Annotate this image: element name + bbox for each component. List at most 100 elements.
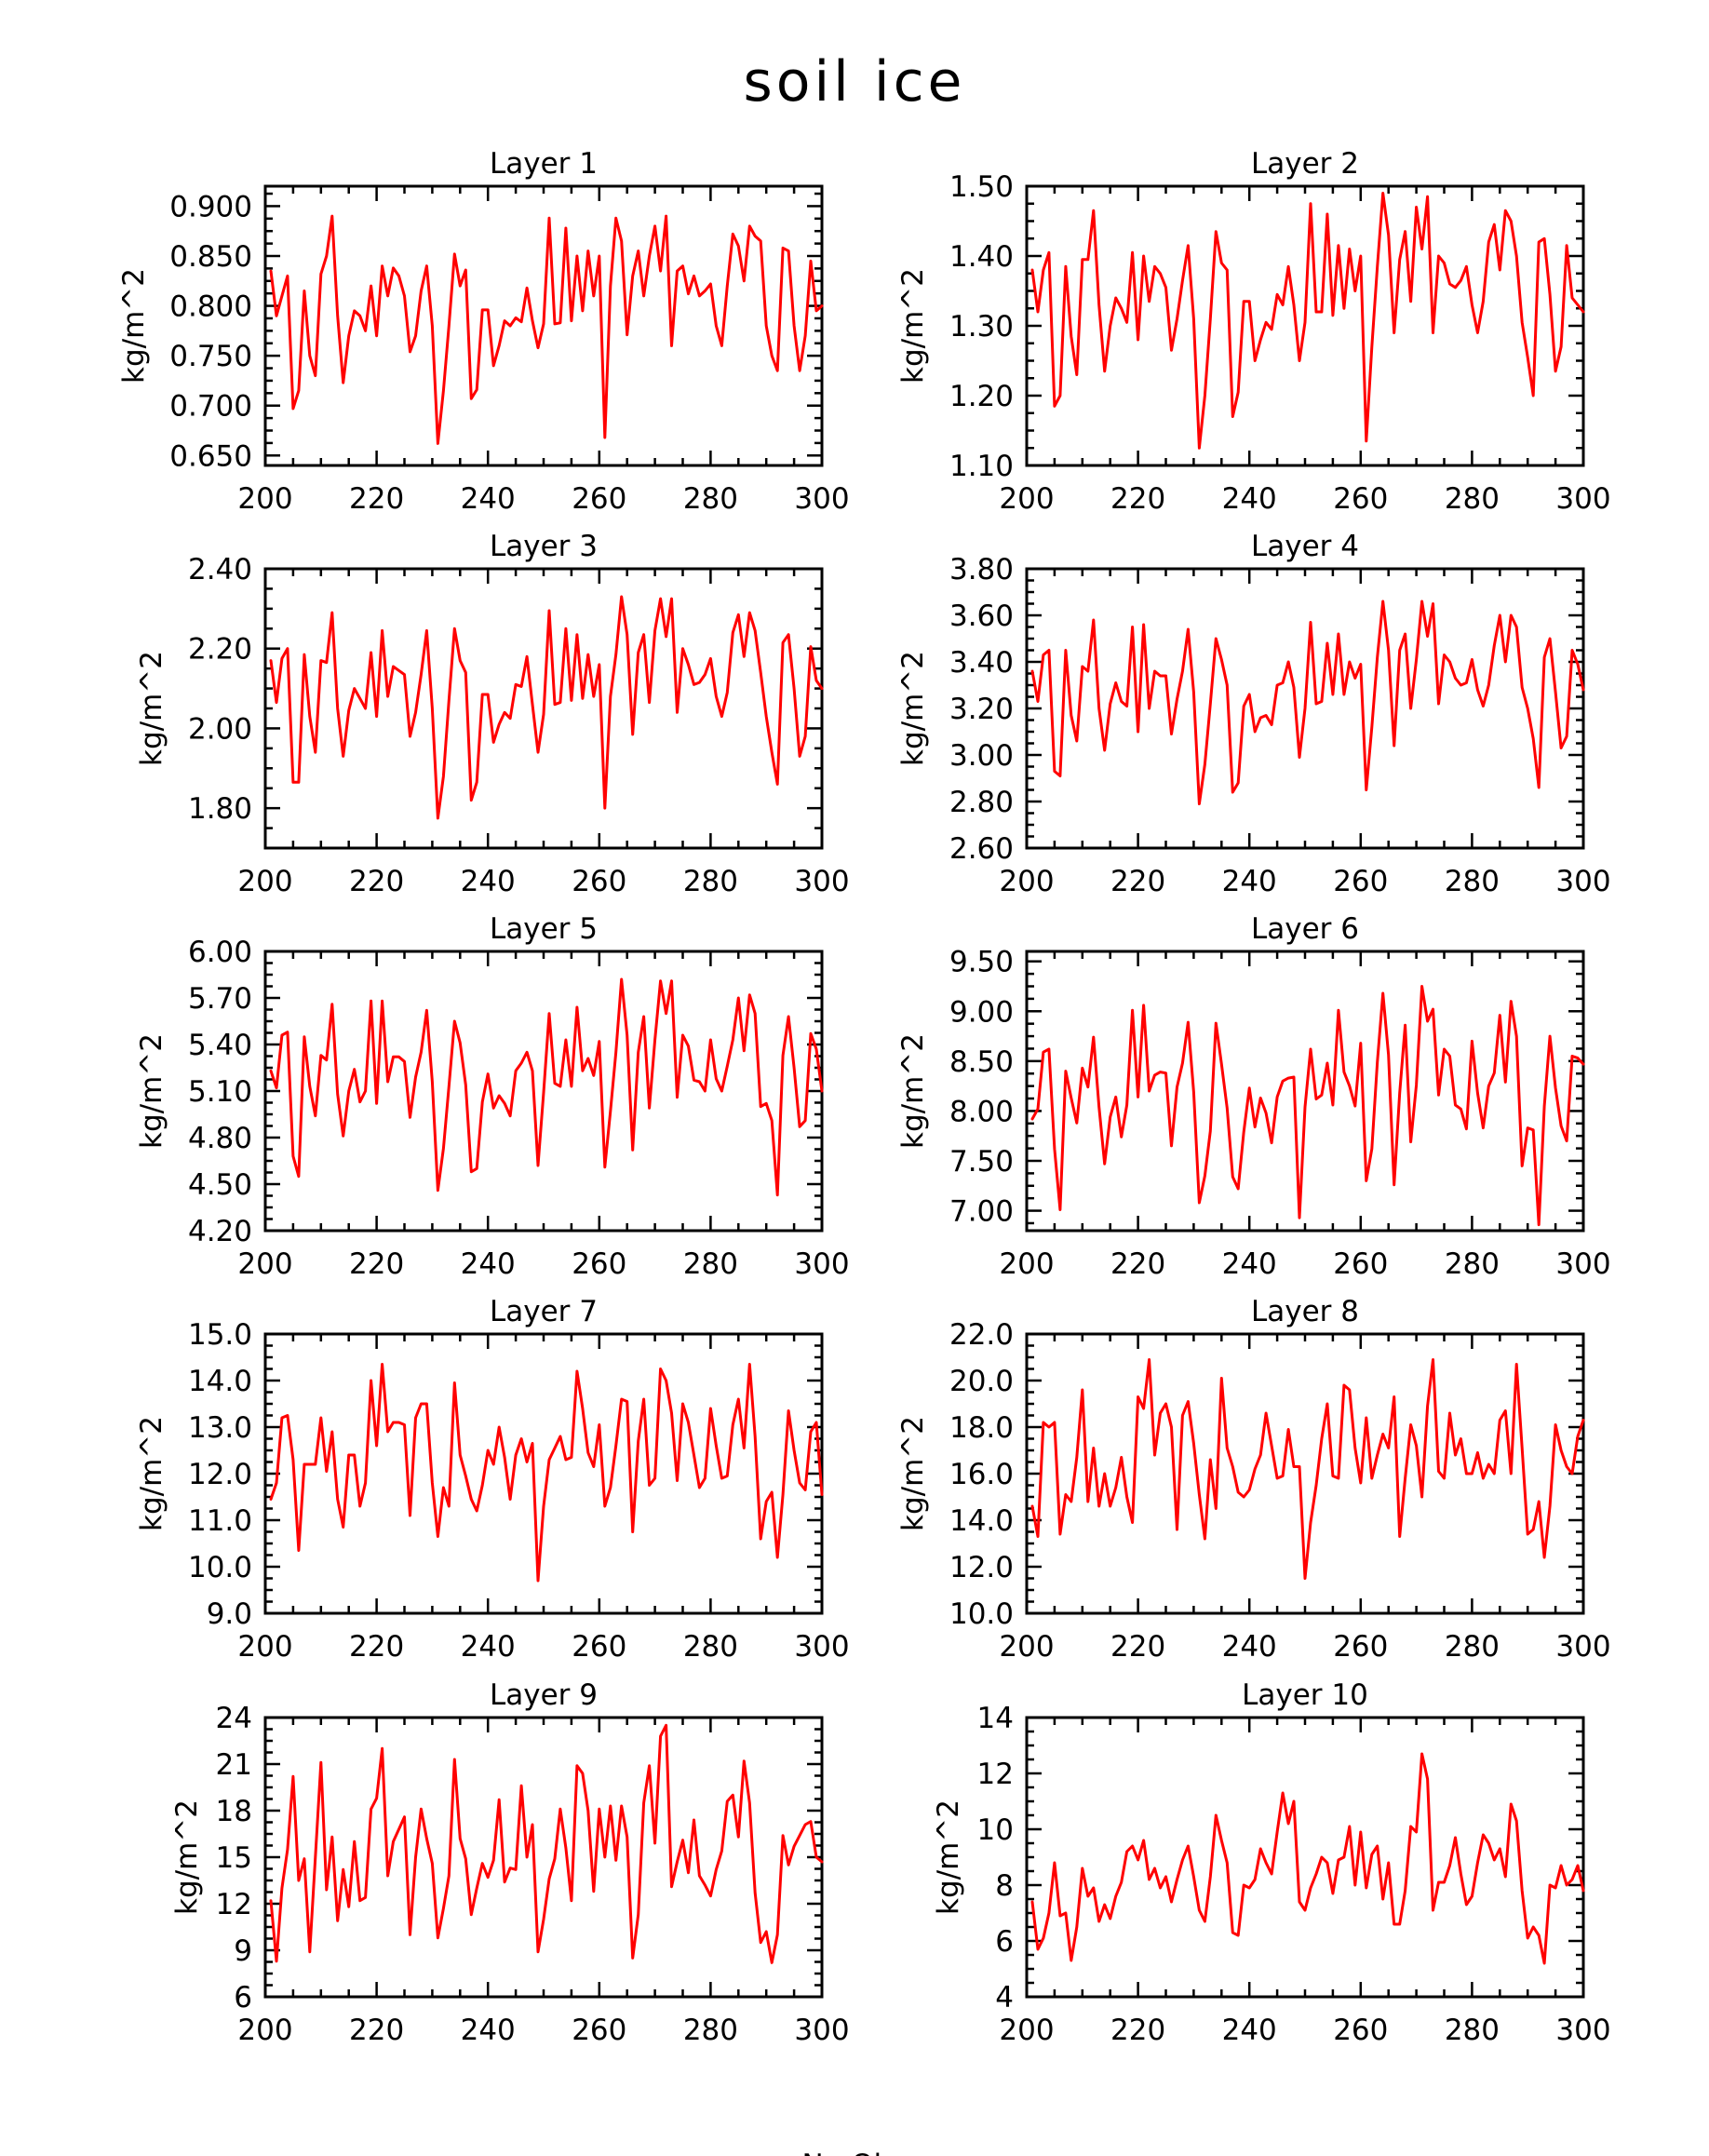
- x-tick-label: 300: [1555, 482, 1610, 516]
- series-line: [1030, 600, 1585, 805]
- x-tick-label: 200: [999, 1630, 1054, 1664]
- y-tick-label: 10.0: [188, 1551, 252, 1584]
- y-tick-label: 18: [216, 1795, 252, 1828]
- y-tick-label: 3.80: [949, 553, 1014, 586]
- x-tick-label: 300: [794, 2014, 849, 2047]
- y-tick-label: 22.0: [949, 1318, 1014, 1352]
- plot-frame: [1025, 1716, 1585, 1999]
- y-axis-label: kg/m^2: [135, 1033, 168, 1149]
- x-tick-label: 300: [1555, 865, 1610, 898]
- y-tick-label: 18.0: [949, 1411, 1014, 1445]
- x-tick-label: 260: [572, 1630, 626, 1664]
- y-axis-label: kg/m^2: [117, 268, 151, 384]
- x-tick-label: 240: [1222, 865, 1277, 898]
- y-tick-label: 5.40: [188, 1029, 252, 1062]
- x-tick-label: 220: [349, 865, 404, 898]
- x-tick-label: 280: [683, 1247, 738, 1281]
- y-tick-label: 7.50: [949, 1145, 1014, 1179]
- x-tick-label: 200: [237, 482, 292, 516]
- x-tick-label: 200: [237, 1630, 292, 1664]
- y-tick-label: 13.0: [188, 1411, 252, 1445]
- panel-title: Layer 6: [1251, 912, 1359, 946]
- y-tick-label: 21: [216, 1748, 252, 1782]
- x-tick-label: 260: [1333, 1630, 1388, 1664]
- y-tick-label: 4.50: [188, 1168, 252, 1202]
- x-tick-label: 220: [1110, 865, 1165, 898]
- y-axis-label: kg/m^2: [896, 268, 930, 384]
- x-tick-label: 200: [999, 865, 1054, 898]
- x-axis-label: Nr. Obs: [801, 2149, 907, 2156]
- x-tick-label: 280: [1445, 1247, 1500, 1281]
- x-tick-label: 300: [794, 865, 849, 898]
- y-tick-label: 3.20: [949, 693, 1014, 726]
- y-tick-label: 3.40: [949, 646, 1014, 680]
- y-axis-label: kg/m^2: [896, 1416, 930, 1531]
- x-tick-label: 280: [683, 482, 738, 516]
- x-tick-label: 240: [461, 1247, 516, 1281]
- panel-layer-4: Layer 4 200 220 240 260 280 300 2.60 2.80 3.00 3.2…: [896, 530, 1611, 898]
- x-tick-label: 240: [461, 1630, 516, 1664]
- y-axis-label: kg/m^2: [135, 1416, 168, 1531]
- series-line: [1030, 1752, 1585, 1965]
- y-tick-label: 3.00: [949, 739, 1014, 773]
- x-tick-label: 220: [1110, 1247, 1165, 1281]
- panel-title: Layer 5: [490, 912, 598, 946]
- x-tick-label: 300: [794, 1630, 849, 1664]
- y-tick-label: 15: [216, 1841, 252, 1875]
- y-tick-label: 4.20: [188, 1215, 252, 1248]
- y-tick-label: 14.0: [188, 1365, 252, 1398]
- series-line: [1030, 192, 1585, 450]
- x-tick-label: 280: [683, 865, 738, 898]
- series-line: [269, 595, 824, 820]
- panels-group: Layer 1 200 220 240 260 280 300 0.650 0.700 0.750…: [117, 147, 1611, 2047]
- x-tick-label: 200: [999, 2014, 1054, 2047]
- y-tick-label: 5.10: [188, 1075, 252, 1109]
- panel-title: Layer 3: [490, 530, 598, 563]
- panel-layer-2: Layer 2 200 220 240 260 280 300 1.10 1.20 1.30 1.4…: [896, 147, 1611, 516]
- x-tick-label: 260: [572, 482, 626, 516]
- series-line: [1030, 1358, 1585, 1580]
- panel-title: Layer 8: [1251, 1295, 1359, 1328]
- figure-title: soil ice: [744, 49, 966, 115]
- x-tick-label: 220: [349, 2014, 404, 2047]
- y-tick-label: 7.00: [949, 1195, 1014, 1229]
- x-tick-label: 260: [1333, 482, 1388, 516]
- x-tick-label: 220: [1110, 1630, 1165, 1664]
- y-tick-label: 4: [995, 1981, 1014, 2015]
- x-tick-label: 240: [1222, 1247, 1277, 1281]
- panel-title: Layer 2: [1251, 147, 1359, 181]
- x-tick-label: 240: [1222, 1630, 1277, 1664]
- y-tick-label: 12.0: [949, 1551, 1014, 1584]
- y-tick-label: 2.80: [949, 786, 1014, 819]
- y-tick-label: 0.650: [169, 439, 252, 473]
- x-tick-label: 260: [572, 1247, 626, 1281]
- x-tick-label: 240: [461, 865, 516, 898]
- x-tick-label: 300: [794, 1247, 849, 1281]
- x-tick-label: 220: [349, 1247, 404, 1281]
- y-axis-label: kg/m^2: [932, 1799, 965, 1915]
- y-axis-label: kg/m^2: [135, 651, 168, 766]
- panel-title: Layer 10: [1242, 1678, 1368, 1712]
- y-tick-label: 8: [995, 1869, 1014, 1903]
- y-tick-label: 1.80: [188, 792, 252, 826]
- y-tick-label: 3.60: [949, 600, 1014, 633]
- x-tick-label: 200: [999, 482, 1054, 516]
- series-line: [269, 1363, 824, 1583]
- y-tick-label: 11.0: [188, 1504, 252, 1538]
- y-tick-label: 24: [216, 1702, 252, 1735]
- x-tick-label: 260: [1333, 1247, 1388, 1281]
- series-line: [269, 977, 824, 1197]
- series-line: [1030, 985, 1585, 1227]
- series-line: [269, 214, 824, 445]
- x-tick-label: 280: [683, 1630, 738, 1664]
- x-tick-label: 200: [999, 1247, 1054, 1281]
- x-tick-label: 200: [237, 865, 292, 898]
- x-tick-label: 260: [1333, 865, 1388, 898]
- y-tick-label: 5.70: [188, 982, 252, 1016]
- panel-title: Layer 4: [1251, 530, 1359, 563]
- panel-title: Layer 9: [490, 1678, 598, 1712]
- series-line: [269, 1723, 824, 1964]
- panel-title: Layer 1: [490, 147, 598, 181]
- panel-title: Layer 7: [490, 1295, 598, 1328]
